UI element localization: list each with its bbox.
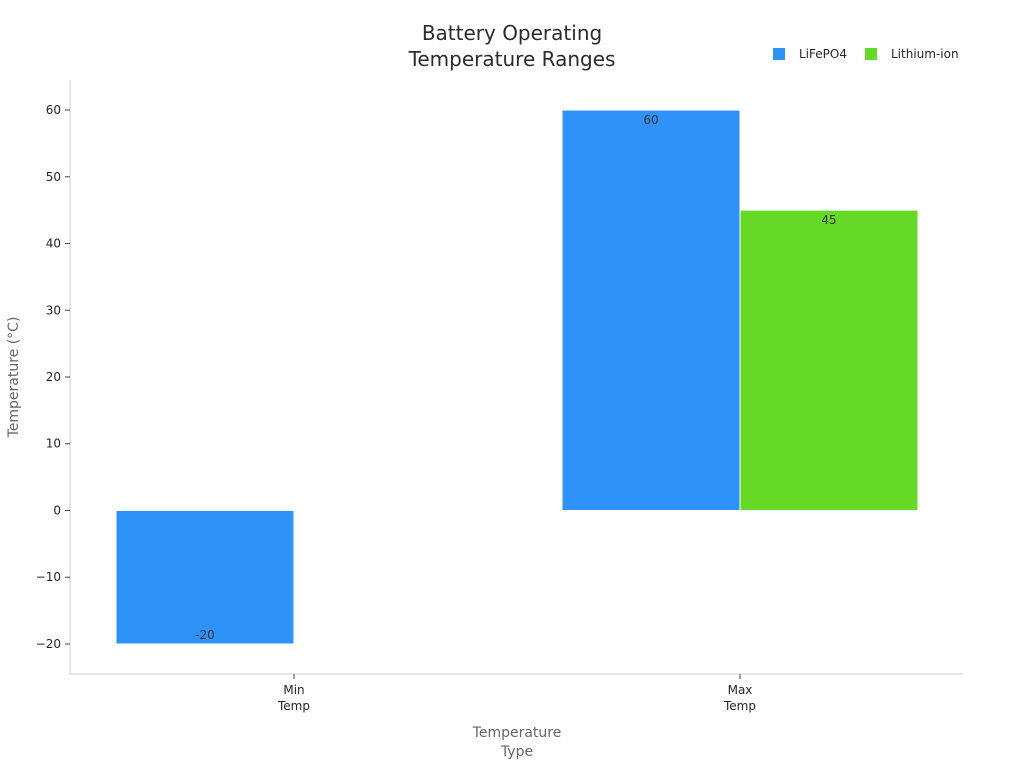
legend-label-1: LiFePO4 [799,47,847,61]
x-tick-label: Temp [277,699,310,713]
chart-title-line: Battery Operating [422,21,602,45]
y-tick-label: 0 [53,503,61,517]
x-tick-label: Min [283,683,304,697]
bar-lithium-ion-2 [739,209,919,511]
y-tick-label: −20 [36,637,61,651]
y-ticks: −20 −10 0 10 20 30 40 50 60 [36,103,70,651]
y-tick-label: −10 [36,570,61,584]
bar-lifepo4-1 [115,509,295,645]
x-tick-label: Max [728,683,753,697]
data-labels: -20 60 45 [195,113,836,642]
data-label: 60 [643,113,658,127]
legend-label-2: Lithium-ion [891,47,959,61]
y-tick-label: 30 [46,303,61,317]
y-tick-label: 60 [46,103,61,117]
y-tick-label: 10 [46,437,61,451]
data-label: 45 [821,213,836,227]
chart-title-line: Temperature Ranges [408,47,616,71]
x-axis-title-line: Temperature [472,725,562,741]
x-tick-label: Temp [723,699,756,713]
y-tick-label: 20 [46,370,61,384]
y-axis-title-text: Temperature (°C) [6,317,22,439]
data-label: -20 [195,628,215,642]
legend: LiFePO4 Lithium-ion [773,47,959,61]
bars [115,109,919,645]
y-tick-label: 40 [46,237,61,251]
bar-lifepo4-2 [561,109,741,511]
legend-swatch-1 [773,48,785,60]
x-axis-title-line: Type [500,744,533,760]
y-tick-label: 50 [46,170,61,184]
legend-swatch-2 [865,48,877,60]
y-axis-title: Temperature (°C) [6,317,22,439]
x-ticks: Min Temp Max Temp [277,674,756,713]
x-axis-title: Temperature Type [472,725,562,760]
